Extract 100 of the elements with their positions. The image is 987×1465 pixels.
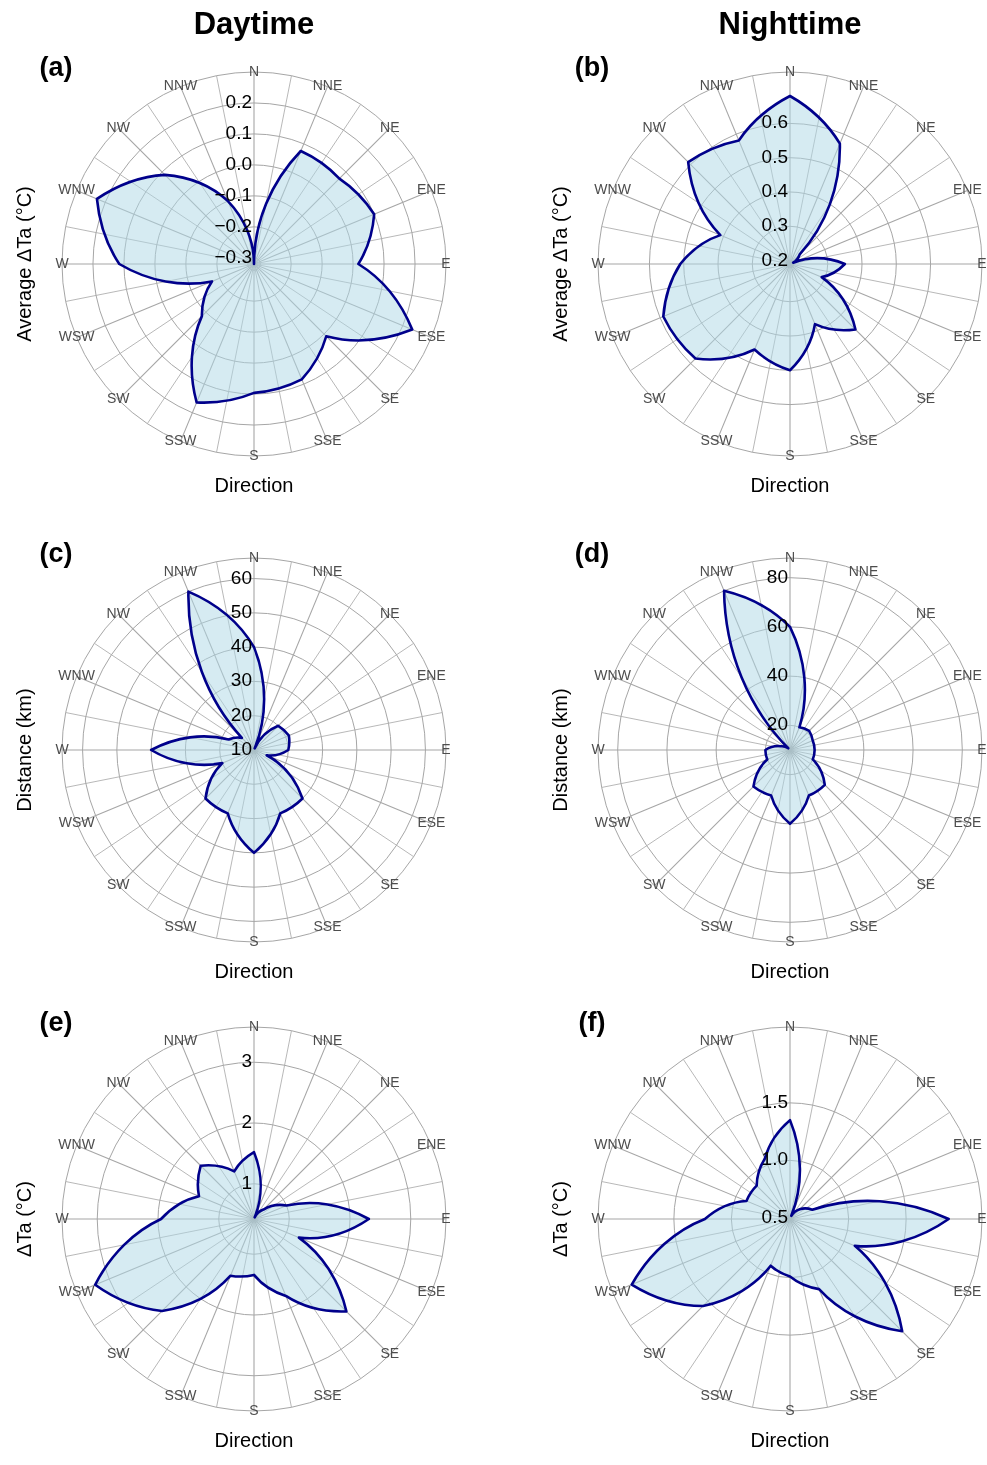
text: Distance (km)	[549, 688, 572, 812]
spoke-label: WNW	[58, 667, 96, 684]
y-tick-label: 30	[230, 669, 252, 691]
spoke-label: ESE	[953, 328, 982, 345]
spoke-label: W	[591, 254, 606, 271]
y-tick-label: 0.4	[761, 180, 789, 202]
spoke-label: WSW	[58, 328, 96, 345]
spoke-label: SE	[916, 876, 936, 893]
spoke-label: S	[249, 932, 259, 949]
y-tick-label: 0.6	[761, 111, 788, 133]
spoke-label: NW	[106, 604, 131, 621]
spoke-label: N	[248, 1017, 260, 1034]
spoke-label: NNW	[163, 1032, 199, 1049]
spoke-label: WSW	[594, 814, 632, 831]
spoke-label: SSW	[700, 432, 734, 449]
y-tick-label: 2	[241, 1111, 252, 1133]
spoke-label: NE	[380, 1073, 400, 1090]
y-tick-label: 50	[230, 600, 252, 622]
spoke-label: ESE	[417, 814, 446, 831]
chart-subtitle: (f)	[578, 1007, 606, 1037]
spoke-label: WSW	[594, 328, 632, 345]
spoke-label: WNW	[58, 1136, 96, 1153]
spoke-label: E	[977, 740, 987, 757]
y-tick-label: 20	[230, 703, 252, 725]
spoke-label: NNE	[848, 77, 879, 94]
chart-title: Nighttime	[718, 6, 862, 41]
spoke-label: SSW	[164, 1387, 198, 1404]
spoke-label: NE	[380, 604, 400, 621]
spoke-label: NNE	[312, 77, 343, 94]
spoke-label: SE	[380, 876, 400, 893]
spoke-label: ESE	[953, 1283, 982, 1300]
y-tick-label: 3	[241, 1050, 252, 1072]
spoke-label: NNE	[312, 563, 343, 580]
spoke-label: ESE	[417, 328, 446, 345]
spoke-label: ENE	[952, 1136, 982, 1153]
spoke-label: E	[441, 740, 451, 757]
chart-subtitle: (a)	[39, 52, 73, 82]
y-tick-label: 0.5	[761, 145, 788, 167]
y-tick-label: 40	[766, 664, 788, 686]
spoke-label: N	[784, 1017, 796, 1034]
text: Direction	[214, 960, 294, 982]
spoke-label: ESE	[953, 814, 982, 831]
spoke-label: WSW	[594, 1283, 632, 1300]
spoke-label: SW	[106, 390, 131, 407]
spoke-label: ENE	[952, 181, 982, 198]
y-tick-label: 1	[241, 1171, 252, 1193]
spoke-label: N	[248, 548, 260, 565]
y-tick-label: 0.5	[761, 1205, 788, 1227]
y-tick-label: 40	[230, 635, 252, 657]
text: Average ΔTa (°C)	[549, 186, 572, 342]
spoke-label: SSE	[313, 918, 342, 935]
spoke-label: WNW	[594, 1136, 632, 1153]
spoke-label: NW	[642, 118, 667, 135]
text: Direction	[214, 1429, 294, 1451]
spoke-label: E	[977, 254, 987, 271]
text: ΔTa (°C)	[13, 1181, 36, 1257]
y-tick-label: 0.3	[761, 214, 788, 236]
spoke-label: S	[785, 1401, 795, 1418]
spoke-label: SW	[106, 876, 131, 893]
spoke-label: N	[248, 62, 260, 79]
spoke-label: SE	[380, 1345, 400, 1362]
spoke-label: S	[785, 932, 795, 949]
spoke-label: SE	[916, 390, 936, 407]
spoke-label: SSE	[313, 432, 342, 449]
spoke-label: E	[441, 1209, 451, 1226]
spoke-label: SSE	[849, 918, 878, 935]
y-tick-label: 1.5	[761, 1090, 788, 1112]
spoke-label: SSE	[849, 432, 878, 449]
spoke-label: NNE	[848, 563, 879, 580]
y-tick-label: 0.0	[225, 152, 252, 174]
text: ΔTa (°C)	[549, 1181, 572, 1257]
spoke-label: NW	[642, 604, 667, 621]
y-tick-label: 20	[766, 713, 788, 735]
spoke-label: SW	[106, 1345, 131, 1362]
chart-subtitle: (b)	[574, 52, 610, 82]
spoke-label: W	[591, 740, 606, 757]
spoke-label: N	[784, 62, 796, 79]
spoke-label: W	[591, 1209, 606, 1226]
spoke-label: NE	[916, 604, 936, 621]
spoke-label: SW	[642, 876, 667, 893]
spoke-label: SSW	[700, 918, 734, 935]
y-tick-label: 0.2	[761, 248, 788, 270]
spoke-label: SE	[380, 390, 400, 407]
y-tick-label: 60	[766, 614, 788, 636]
spoke-label: NW	[106, 1073, 131, 1090]
chart-subtitle: (d)	[574, 538, 610, 568]
spoke-label: W	[55, 254, 70, 271]
spoke-label: SSW	[164, 918, 198, 935]
spoke-label: SW	[642, 390, 667, 407]
chart-title: Daytime	[193, 6, 315, 41]
spoke-label: NNW	[699, 563, 735, 580]
spoke-label: NNW	[699, 1032, 735, 1049]
spoke-label: WNW	[58, 181, 96, 198]
spoke-label: WNW	[594, 181, 632, 198]
text: Direction	[750, 1429, 830, 1451]
y-tick-label: 60	[230, 566, 252, 588]
spoke-label: E	[977, 1209, 987, 1226]
y-tick-label: 0.1	[225, 121, 252, 143]
y-tick-label: −0.3	[214, 245, 252, 267]
y-tick-label: 10	[230, 738, 252, 760]
